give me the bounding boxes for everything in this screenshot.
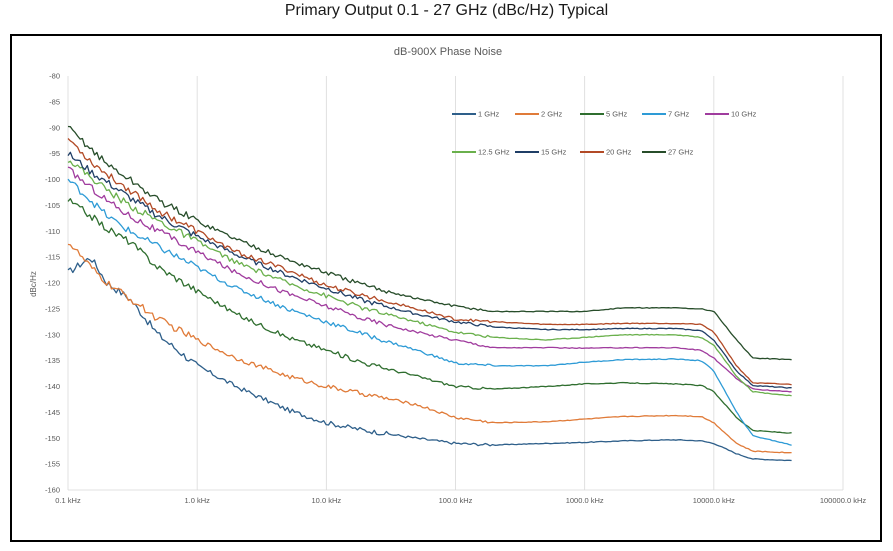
- y-tick-label: -110: [46, 227, 60, 236]
- y-tick-label: -135: [45, 356, 60, 365]
- y-tick-label: -105: [45, 201, 60, 210]
- x-tick-label: 100.0 kHz: [439, 496, 473, 505]
- y-tick-label: -85: [49, 97, 60, 106]
- y-tick-label: -140: [45, 382, 60, 391]
- legend-entry: 2 GHz: [541, 110, 563, 119]
- x-axis-tick-labels: 0.1 kHz 1.0 kHz 10.0 kHz 100.0 kHz 1000.0 kH…: [55, 496, 866, 505]
- series-line-10-ghz: [67, 166, 792, 393]
- y-tick-label: -130: [45, 330, 60, 339]
- y-axis-tick-labels: -80 -85 -90 -95 -100 -105 -110 -115 -120 -125 -130…: [45, 72, 60, 495]
- series-line-1-ghz: [67, 257, 792, 462]
- legend-entry: 7 GHz: [668, 110, 690, 119]
- y-tick-label: -90: [49, 123, 60, 132]
- series-line-27-ghz: [67, 125, 792, 361]
- y-tick-label: -80: [49, 72, 60, 81]
- legend-entry: 5 GHz: [606, 110, 628, 119]
- x-tick-label: 100000.0 kHz: [820, 496, 867, 505]
- series-line-12-5-ghz: [67, 160, 792, 397]
- y-tick-label: -155: [45, 460, 60, 469]
- vertical-gridlines: [67, 76, 844, 491]
- y-tick-label: -125: [45, 304, 60, 313]
- y-tick-label: -95: [49, 149, 60, 158]
- x-tick-label: 0.1 kHz: [55, 496, 81, 505]
- y-axis-label: dBc/Hz: [29, 271, 38, 297]
- legend-entry: 1 GHz: [478, 110, 500, 119]
- x-tick-label: 1000.0 kHz: [566, 496, 604, 505]
- legend: 1 GHz 2 GHz 5 GHz 7 GHz 10 GHz 12.5 GHz 15 GHz…: [452, 110, 757, 157]
- y-tick-label: -115: [46, 253, 60, 262]
- series-line-5-ghz: [67, 198, 792, 434]
- series-line-15-ghz: [67, 151, 792, 389]
- legend-entry: 15 GHz: [541, 148, 567, 157]
- chart-frame: [10, 34, 882, 542]
- y-tick-label: -100: [45, 175, 60, 184]
- y-tick-label: -150: [45, 434, 60, 443]
- y-tick-label: -145: [45, 408, 60, 417]
- series-line-7-ghz: [67, 178, 792, 446]
- series-lines: [67, 125, 792, 462]
- legend-entry: 27 GHz: [668, 148, 694, 157]
- x-tick-label: 10.0 kHz: [312, 496, 342, 505]
- y-tick-label: -120: [45, 279, 60, 288]
- legend-entry: 12.5 GHz: [478, 148, 510, 157]
- x-tick-label: 1.0 kHz: [184, 496, 210, 505]
- series-line-2-ghz: [67, 243, 792, 454]
- chart-title: dB-900X Phase Noise: [394, 46, 502, 58]
- legend-entry: 10 GHz: [731, 110, 757, 119]
- legend-entry: 20 GHz: [606, 148, 632, 157]
- page-title: Primary Output 0.1 - 27 GHz (dBc/Hz) Typ…: [284, 2, 609, 19]
- y-tick-label: -160: [45, 486, 60, 495]
- x-tick-label: 10000.0 kHz: [693, 496, 735, 505]
- series-line-20-ghz: [67, 138, 792, 386]
